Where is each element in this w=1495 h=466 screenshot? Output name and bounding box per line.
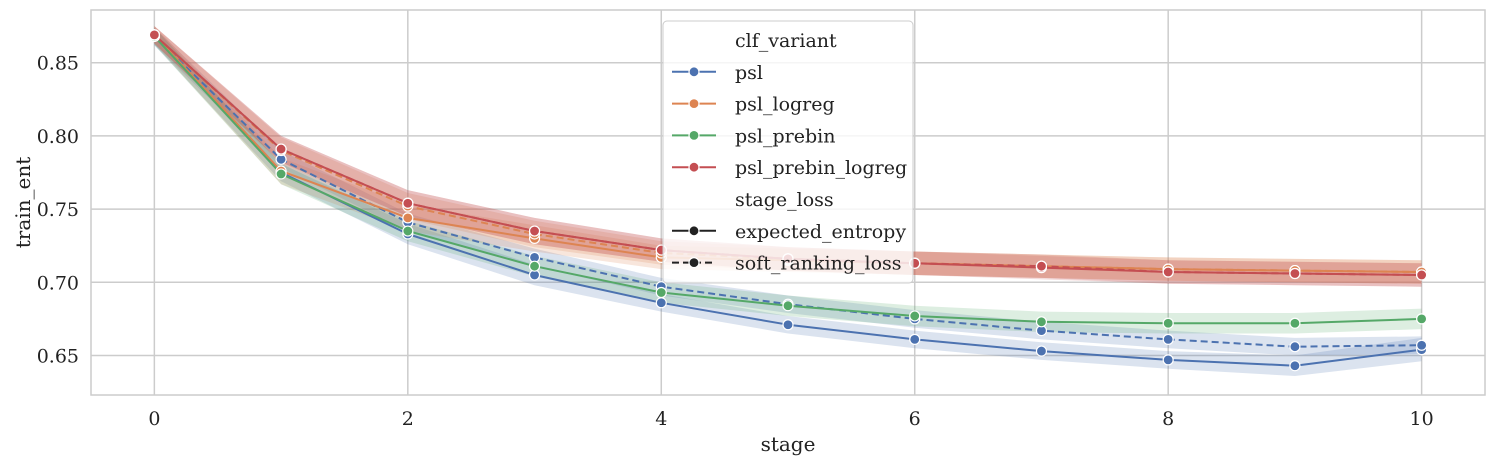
data-point-psl <box>1416 339 1428 351</box>
plot-frame <box>90 9 1486 396</box>
y-tick-label: 0.85 <box>37 53 79 75</box>
data-point-psl_prebin_logreg <box>1416 269 1428 281</box>
y-tick-label: 0.80 <box>37 126 79 148</box>
legend-swatch-marker <box>688 161 700 173</box>
y-tick-label: 0.70 <box>37 272 79 294</box>
data-point-psl_prebin_logreg <box>402 197 414 209</box>
data-point-psl <box>655 297 667 309</box>
y-axis-ticks: 0.65 0.70 0.75 0.80 0.85 <box>37 53 79 368</box>
legend-label: soft_ranking_loss <box>735 253 902 275</box>
data-point-psl <box>1289 360 1301 372</box>
legend-label: psl_prebin_logreg <box>735 157 907 179</box>
ci-band-psl_prebin_logreg <box>154 26 1422 287</box>
data-point-psl_prebin <box>909 310 921 322</box>
data-point-psl <box>1162 333 1174 345</box>
data-point-psl_logreg <box>402 212 414 224</box>
legend-label: psl_prebin <box>735 125 835 147</box>
x-tick-label: 2 <box>402 408 414 430</box>
y-tick-label: 0.65 <box>37 345 79 367</box>
data-point-psl <box>782 319 794 331</box>
data-point-psl_prebin_logreg <box>1289 267 1301 280</box>
legend-label: psl_logreg <box>735 94 835 116</box>
data-point-psl_prebin <box>275 168 287 180</box>
legend-swatch-marker <box>688 257 700 269</box>
data-point-psl <box>1035 345 1048 357</box>
data-point-psl_prebin <box>528 260 541 272</box>
legend-title-style: stage_loss <box>735 189 834 211</box>
data-point-psl_prebin <box>1035 316 1048 328</box>
legend-swatch-marker <box>688 129 700 141</box>
legend-label: expected_entropy <box>735 221 906 243</box>
x-tick-label: 4 <box>655 408 667 430</box>
legend-title-hue: clf_variant <box>735 30 837 52</box>
ci-band-psl_prebin_logreg <box>154 26 1422 287</box>
x-tick-label: 0 <box>148 408 160 430</box>
x-axis-title: stage <box>761 432 816 456</box>
x-tick-label: 10 <box>1410 408 1434 430</box>
legend-swatch-marker <box>688 225 700 237</box>
legend-box <box>662 20 914 284</box>
y-axis-title: train_ent <box>11 157 35 249</box>
x-tick-label: 8 <box>1162 408 1174 430</box>
data-point-psl <box>1289 341 1301 353</box>
data-point-psl_prebin <box>402 225 414 237</box>
data-point-psl_prebin <box>1289 317 1301 329</box>
legend-swatch-marker <box>688 97 700 110</box>
data-point-psl_prebin_logreg <box>1035 260 1048 272</box>
data-point-psl_prebin_logreg <box>275 143 287 155</box>
data-point-psl_prebin <box>782 300 794 312</box>
data-point-psl_prebin_logreg <box>1162 266 1174 278</box>
x-tick-label: 6 <box>909 408 921 430</box>
data-point-psl_prebin <box>655 286 667 299</box>
data-point-psl <box>1162 354 1174 366</box>
data-point-psl_prebin_logreg <box>528 225 541 237</box>
ci-band-psl_prebin <box>154 27 1422 334</box>
data-point-psl_prebin_logreg <box>148 29 160 41</box>
legend-label: psl <box>735 62 763 84</box>
data-point-psl <box>909 333 921 345</box>
data-point-psl_prebin <box>1162 317 1174 329</box>
data-point-psl_prebin <box>1416 313 1428 325</box>
x-axis-ticks: 0 2 4 6 8 10 <box>148 408 1433 430</box>
y-tick-label: 0.75 <box>37 199 79 221</box>
legend-swatch-marker <box>688 66 700 78</box>
